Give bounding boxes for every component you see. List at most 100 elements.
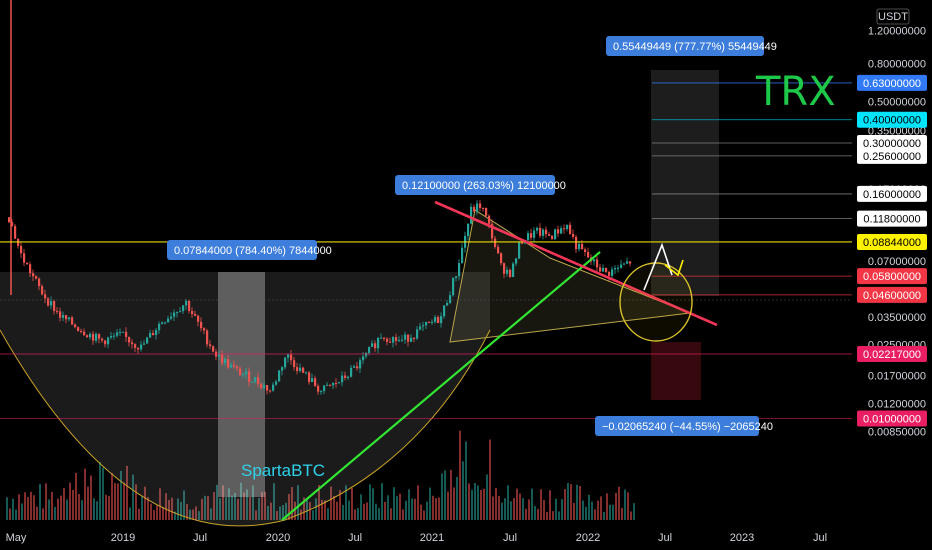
candle-body xyxy=(503,263,506,274)
candle-body xyxy=(509,269,512,278)
price-axis[interactable]: 1.20000000 0.80000000 0.50000000 0.35000000… xyxy=(857,0,932,528)
volume-bar xyxy=(114,483,116,520)
volume-bar xyxy=(621,507,623,520)
candle-body xyxy=(194,314,197,316)
candle-body xyxy=(83,331,86,336)
price-tick: 0.00850000 xyxy=(868,427,926,439)
volume-bar xyxy=(216,484,218,520)
volume-bar xyxy=(633,503,635,520)
candle-body xyxy=(338,382,341,384)
volume-bar xyxy=(441,473,443,520)
candle-body xyxy=(557,229,560,234)
volume-bar xyxy=(477,485,479,520)
time-tick: 2021 xyxy=(420,532,444,544)
candle-body xyxy=(8,217,11,223)
candle-body xyxy=(575,236,578,250)
candle-body xyxy=(599,267,602,272)
candle-body xyxy=(311,378,314,383)
volume-bar xyxy=(591,501,593,520)
volume-bar xyxy=(45,483,47,520)
volume-bar xyxy=(399,493,401,520)
volume-bar xyxy=(519,493,521,520)
candle-body xyxy=(512,263,515,278)
time-axis[interactable]: May 2019 Jul 2020 Jul 2021 Jul 2022 Jul 2023 Jul xyxy=(0,528,932,550)
volume-bar xyxy=(630,511,632,520)
candle-body xyxy=(569,224,572,234)
candle-body xyxy=(530,233,533,238)
candle-body xyxy=(407,334,410,342)
volume-bar xyxy=(468,483,470,520)
candle-body xyxy=(167,318,170,323)
candle-body xyxy=(542,229,545,236)
volume-bar xyxy=(486,474,488,520)
candle-body xyxy=(32,273,35,277)
volume-bar xyxy=(600,496,602,520)
volume-bar xyxy=(66,499,68,520)
volume-bar xyxy=(30,491,32,520)
volume-bar xyxy=(471,489,473,520)
volume-bar xyxy=(261,492,263,520)
volume-bar xyxy=(90,475,92,520)
candle-body xyxy=(515,258,518,264)
volume-bar xyxy=(120,470,122,520)
time-tick: 2022 xyxy=(576,532,600,544)
candle-body xyxy=(89,333,92,338)
price-tick: 1.20000000 xyxy=(868,26,926,38)
candle-body xyxy=(68,317,71,320)
volume-bar xyxy=(264,491,266,520)
candle-body xyxy=(20,245,23,254)
volume-bar xyxy=(147,497,149,520)
volume-bar xyxy=(549,490,551,520)
volume-bar xyxy=(96,501,98,520)
volume-bar xyxy=(462,461,464,520)
volume-bar xyxy=(48,499,50,520)
volume-bar xyxy=(432,495,434,520)
measure-label-text: 0.55449449 (777.77%) 55449449 xyxy=(613,41,777,53)
volume-bar xyxy=(297,485,299,520)
candle-body xyxy=(308,372,311,383)
candle-body xyxy=(623,263,626,265)
volume-bar xyxy=(558,511,560,520)
candle-body xyxy=(620,264,623,268)
volume-bar xyxy=(210,508,212,520)
volume-bar xyxy=(393,487,395,520)
focus-circle xyxy=(619,262,693,342)
candle-body xyxy=(206,330,209,345)
candle-body xyxy=(11,222,14,227)
volume-bar xyxy=(126,465,128,520)
candle-body xyxy=(596,259,599,268)
volume-bar xyxy=(330,486,332,520)
volume-bar xyxy=(279,506,281,520)
candle-body xyxy=(14,226,17,239)
candle-body xyxy=(377,337,380,349)
watermark-text: SpartaBTC xyxy=(241,461,325,480)
volume-bar xyxy=(420,504,422,520)
volume-bar xyxy=(54,506,56,520)
candle-body xyxy=(80,330,83,332)
volume-bar xyxy=(510,501,512,520)
volume-bar xyxy=(453,487,455,520)
candle-body xyxy=(182,305,185,312)
price-level-text: 0.01000000 xyxy=(863,414,921,426)
volume-bar xyxy=(339,490,341,520)
candle-body xyxy=(443,305,446,317)
candle-body xyxy=(245,371,248,375)
volume-bar xyxy=(324,500,326,520)
volume-bar xyxy=(171,497,173,520)
risk-zone xyxy=(651,342,701,400)
candle-body xyxy=(329,384,332,386)
candle-body xyxy=(197,315,200,322)
candle-body xyxy=(248,371,251,382)
candle-body xyxy=(302,367,305,373)
price-tick: 0.03500000 xyxy=(868,312,926,324)
volume-bar xyxy=(414,498,416,520)
volume-bar xyxy=(312,510,314,520)
volume-bar xyxy=(168,499,170,520)
volume-bar xyxy=(516,488,518,520)
candle-body xyxy=(371,343,374,347)
candle-body xyxy=(257,377,260,384)
volume-bar xyxy=(201,498,203,520)
candle-body xyxy=(533,230,536,238)
volume-bar xyxy=(543,500,545,520)
